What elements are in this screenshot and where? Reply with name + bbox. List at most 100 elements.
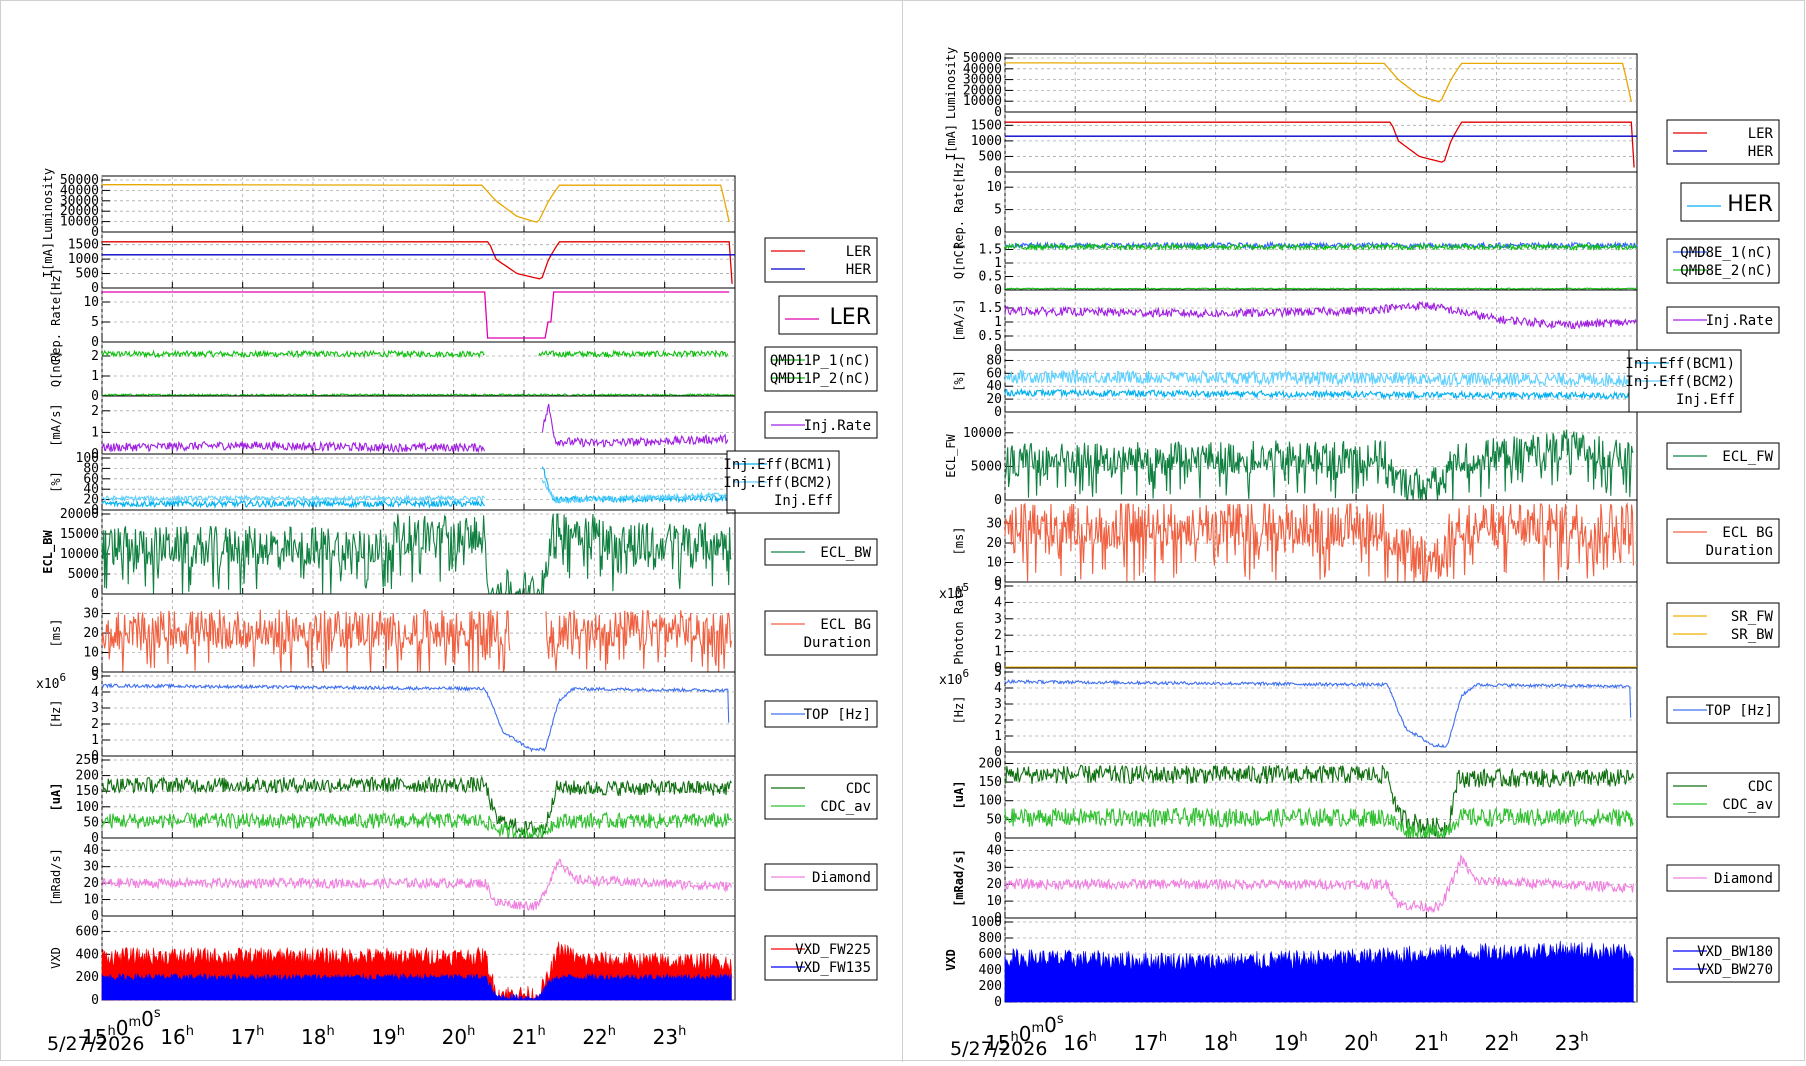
y-tick-label: 5	[994, 665, 1002, 680]
y-tick-label: 40	[986, 379, 1002, 394]
x-tick-unit: h	[107, 1024, 115, 1039]
y-tick-label: 5	[994, 203, 1002, 218]
y-axis-label: VXD	[49, 947, 63, 969]
x-tick-value: 21	[512, 1025, 537, 1049]
panel-rep: 10 5 0 Rep. Rate[Hz] LER	[49, 268, 878, 362]
x-tick-value: 16	[160, 1025, 185, 1049]
y-tick-label: 200	[979, 756, 1002, 771]
y-tick-label: 50	[986, 812, 1002, 827]
y-tick-label: 0	[91, 447, 99, 462]
y-tick-label: 10000	[60, 547, 99, 562]
y-tick-label: 0	[994, 745, 1002, 760]
x-tick-unit: s	[1057, 1012, 1064, 1027]
x-tick-label-start: 15h0m0s	[985, 1012, 1064, 1055]
legend-label: Inj.Eff	[774, 493, 833, 509]
x-tick-unit: h	[467, 1024, 475, 1039]
y-tick-label: 40000	[60, 183, 99, 198]
x-tick-unit: h	[1370, 1030, 1378, 1045]
y-tick-label: 100	[76, 800, 99, 815]
y-tick-label: 4	[994, 595, 1002, 610]
y-tick-label: 1000	[971, 915, 1002, 930]
y-tick-label: 20	[83, 626, 99, 641]
x-tick-unit: h	[678, 1024, 686, 1039]
y-tick-label: 50	[83, 815, 99, 830]
series-line-luminosity	[1005, 62, 1632, 103]
y-tick-label: 2	[994, 628, 1002, 643]
x-tick-label: 16h	[1063, 1030, 1097, 1055]
y-tick-label: 10	[986, 556, 1002, 571]
legend-box	[1666, 119, 1780, 165]
series-line-cdc_av	[101, 775, 732, 836]
legend-vxd: VXD_BW180 VXD_BW270	[1666, 937, 1780, 983]
y-tick-label: 0	[91, 225, 99, 240]
legend-eff: Inj.Eff(BCM1) Inj.Eff(BCM2) Inj.Eff	[723, 450, 840, 514]
y-axis-label: ECL_FW	[944, 434, 958, 478]
x-tick-unit: h	[1089, 1030, 1097, 1045]
series-line-top	[101, 682, 730, 753]
x-tick-unit: h	[1159, 1030, 1167, 1045]
x-tick-value: 20	[1344, 1031, 1369, 1055]
y-tick-label: 200	[76, 970, 99, 985]
y-tick-label: 1500	[68, 238, 99, 253]
y-tick-label: 1.5	[979, 243, 1002, 258]
y-tick-label: 0.5	[979, 270, 1002, 285]
legend-label: QMD8E_1(nC)	[1680, 245, 1773, 261]
y-tick-label: 30	[986, 517, 1002, 532]
x-tick-value: 18	[1204, 1031, 1229, 1055]
y-tick-label: 3	[994, 612, 1002, 627]
y-tick-label: 1000	[971, 134, 1002, 149]
series-line-qmd_2	[101, 392, 736, 398]
legend-vxd: VXD_FW225 VXD_FW135	[764, 935, 878, 981]
legend-label: ECL_FW	[1722, 449, 1773, 465]
legend-label: Inj.Eff(BCM1)	[1625, 356, 1735, 372]
date-label: 5/27/2026	[47, 1033, 144, 1055]
y-tick-label: 0	[91, 749, 99, 764]
panel-cdc: 200 150 100 50 0 [uA] CDC CDC_av	[952, 751, 1780, 846]
legend-ecld: ECL BG Duration	[764, 610, 878, 656]
legend-label: ECL BG	[1722, 525, 1773, 541]
y-tick-label: 600	[979, 947, 1002, 962]
y-axis-label: [Hz]	[49, 700, 63, 729]
legend-cdc: CDC CDC_av	[764, 774, 878, 820]
legend-label: QMD11P_1(nC)	[770, 353, 871, 369]
legend-ecl: ECL_BW	[764, 538, 878, 566]
y-tick-label: 2	[91, 404, 99, 419]
y-axis-label: [Hz]	[952, 696, 966, 725]
legend-box	[1666, 772, 1780, 818]
legend-label: CDC_av	[820, 799, 871, 815]
y-tick-label: 0	[91, 503, 99, 518]
x-tick-label: 21h	[1414, 1030, 1448, 1055]
legend-label: QMD8E_2(nC)	[1680, 263, 1773, 279]
legend-box	[1666, 602, 1780, 648]
series-line-ecl	[1004, 429, 1634, 501]
y-tick-label: 0	[994, 343, 1002, 358]
y-tick-label: 0.5	[979, 329, 1002, 344]
x-tick-unit: h	[1229, 1030, 1237, 1045]
legend-label: SR_FW	[1731, 609, 1774, 625]
legend-label: Duration	[804, 635, 871, 651]
legend-label: VXD_BW180	[1697, 944, 1773, 960]
y-axis-label: [%]	[49, 471, 63, 493]
legend-box	[1666, 937, 1780, 983]
x-tick-label: 20h	[1344, 1030, 1378, 1055]
x-tick-unit: h	[186, 1024, 194, 1039]
x-tick-value: 23	[1555, 1031, 1580, 1055]
y-tick-label: 800	[979, 931, 1002, 946]
y-tick-label: 30	[986, 860, 1002, 875]
y-axis-label: I[mA]	[41, 242, 55, 278]
x-tick-value: 23	[653, 1025, 678, 1049]
y-axis-label: Q[nC]	[49, 351, 63, 387]
series-line-inj_eff_1	[101, 466, 736, 510]
legend-dia: Diamond	[1666, 864, 1780, 892]
legend-label: SR_BW	[1731, 627, 1774, 643]
y-tick-label: 0	[994, 105, 1002, 120]
series-area-vxd_blue	[101, 972, 732, 1001]
y-tick-label: 1	[91, 425, 99, 440]
series-line-inj_rate	[1004, 300, 1638, 330]
x-tick-label: 23h	[1555, 1030, 1589, 1055]
